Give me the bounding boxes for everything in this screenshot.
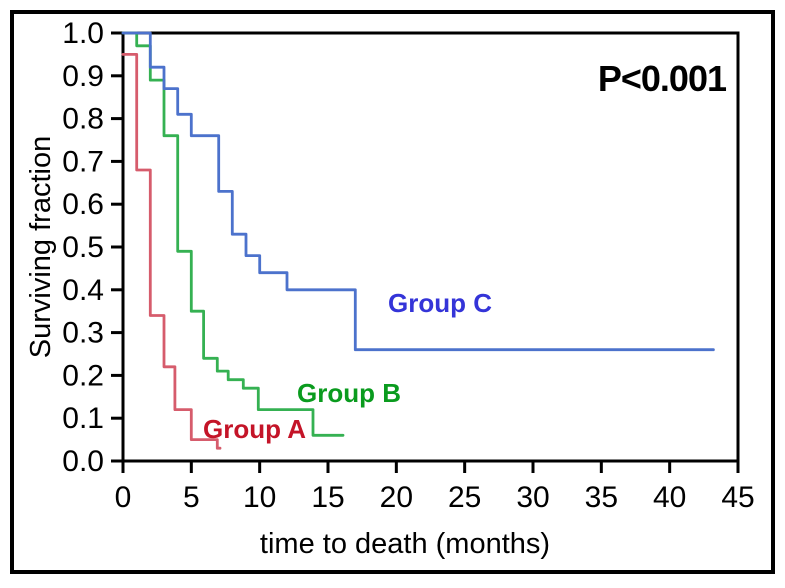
x-axis-title: time to death (months) bbox=[260, 528, 550, 560]
x-tick-label: 20 bbox=[380, 481, 413, 514]
x-tick-label: 0 bbox=[115, 481, 132, 514]
x-tick-label: 45 bbox=[721, 481, 754, 514]
y-axis-title: Surviving fraction bbox=[25, 136, 57, 358]
y-tick-label: 0.1 bbox=[62, 402, 104, 435]
y-tick-label: 0.2 bbox=[62, 359, 104, 392]
group-c-label: Group C bbox=[388, 288, 492, 318]
x-tick-label: 35 bbox=[585, 481, 618, 514]
series-labels: Group A Group B Group C bbox=[203, 288, 492, 444]
survival-curves bbox=[121, 31, 715, 450]
y-tick-label: 0.9 bbox=[62, 60, 104, 93]
p-value-annotation: P<0.001 bbox=[598, 58, 727, 99]
x-tick-label: 10 bbox=[243, 481, 276, 514]
y-tick-label: 0.7 bbox=[62, 145, 104, 178]
group-b-curve bbox=[121, 31, 345, 437]
y-tick-label: 0.6 bbox=[62, 188, 104, 221]
outer-border bbox=[10, 10, 775, 574]
group-a-curve bbox=[121, 53, 222, 450]
y-tick-label: 1.0 bbox=[62, 17, 104, 50]
y-tick-label: 0.0 bbox=[62, 445, 104, 478]
y-tick-label: 0.5 bbox=[62, 231, 104, 264]
y-tick-label: 0.8 bbox=[62, 103, 104, 136]
x-tick-label: 5 bbox=[183, 481, 200, 514]
x-tick-label: 40 bbox=[653, 481, 686, 514]
x-tick-label: 15 bbox=[311, 481, 344, 514]
group-a-label: Group A bbox=[203, 414, 306, 444]
x-tick-label: 30 bbox=[516, 481, 549, 514]
y-tick-label: 0.3 bbox=[62, 317, 104, 350]
x-tick-label: 25 bbox=[448, 481, 481, 514]
x-axis-ticks: 0 5 10 15 20 25 30 35 40 45 bbox=[115, 461, 755, 514]
group-c-curve bbox=[121, 31, 715, 352]
y-tick-label: 0.4 bbox=[62, 274, 104, 307]
y-axis-ticks: 0.0 0.1 0.2 0.3 0.4 0.5 0.6 0.7 0.8 0.9 1.0 bbox=[62, 17, 123, 478]
group-b-label: Group B bbox=[297, 378, 401, 408]
